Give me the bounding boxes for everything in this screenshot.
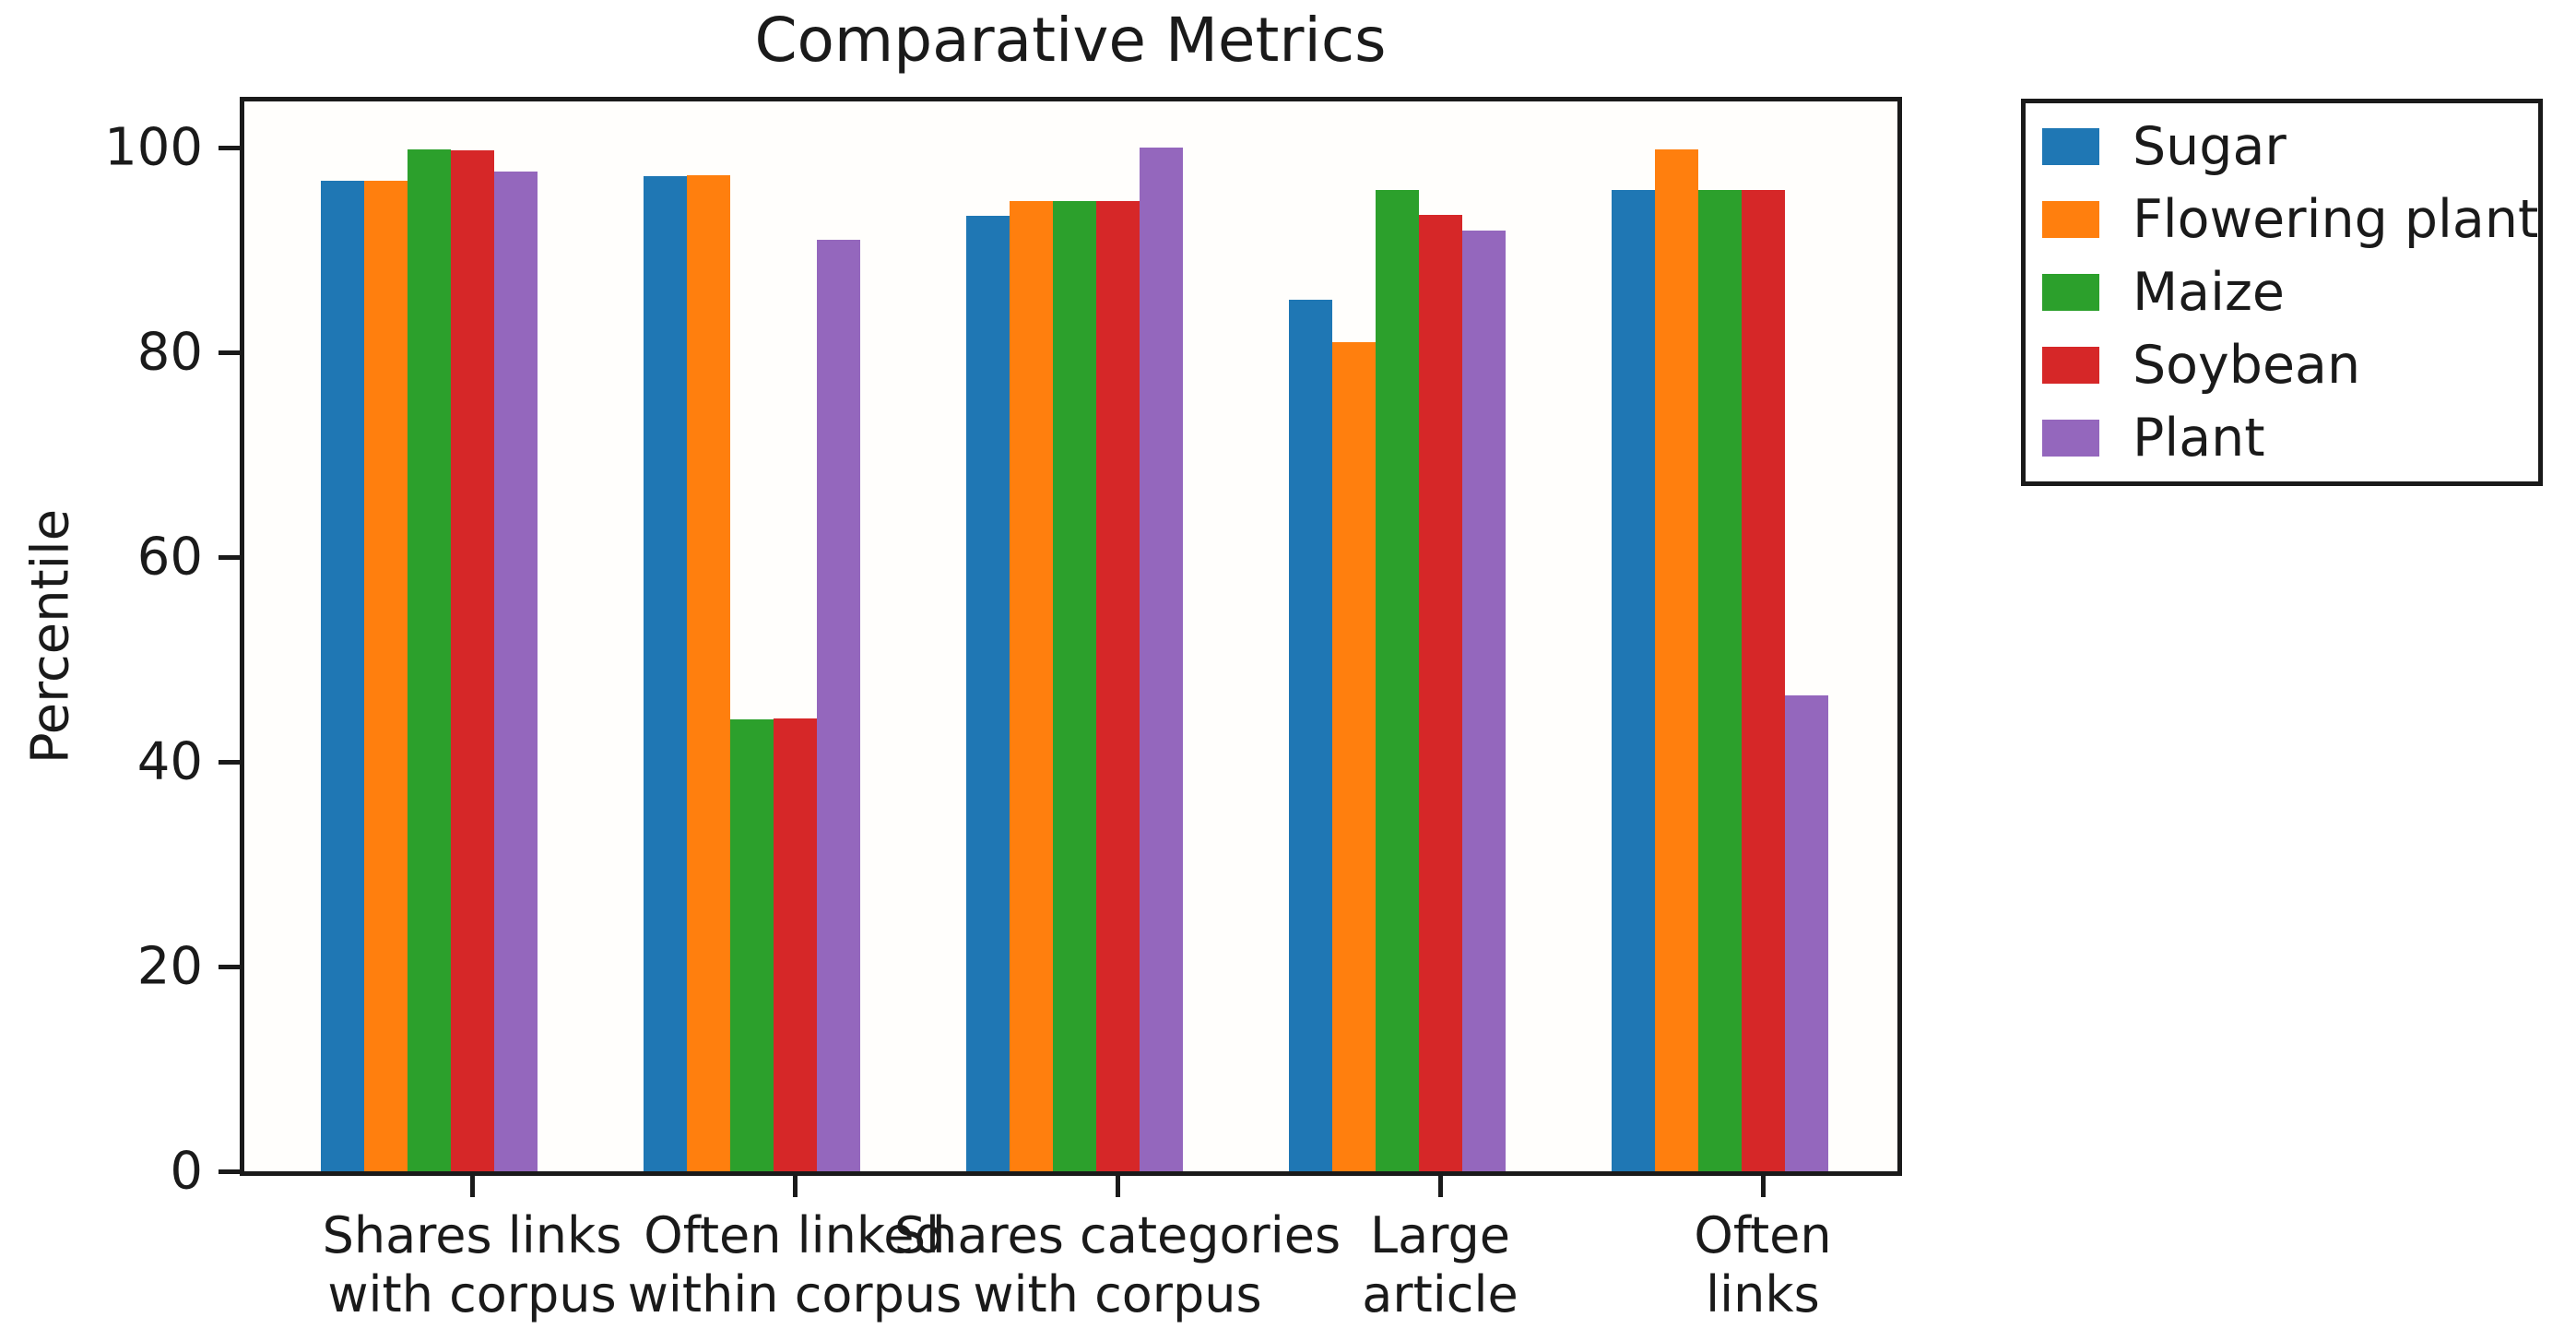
bar-maize: [1052, 201, 1096, 1171]
legend-label: Sugar: [2133, 116, 2286, 178]
legend-item: Maize: [2026, 262, 2538, 323]
y-tick-label: 20: [136, 936, 203, 997]
legend-label: Soybean: [2133, 334, 2361, 396]
bar-soybean: [1741, 190, 1785, 1171]
y-tick-label: 80: [136, 322, 203, 383]
bar-soybean: [1418, 215, 1462, 1171]
chart-title: Comparative Metrics: [754, 5, 1387, 76]
y-tick-mark: [219, 1169, 240, 1174]
y-tick-label: 40: [136, 731, 203, 792]
x-tick-label: Often links to corpus: [1694, 1206, 1832, 1329]
y-tick-mark: [219, 350, 240, 355]
bar-plant: [1139, 148, 1183, 1171]
bar-plant: [1784, 695, 1828, 1171]
bar-maize: [407, 149, 451, 1171]
y-tick-mark: [219, 146, 240, 150]
legend-label: Flowering plant: [2133, 189, 2539, 251]
y-tick-label: 100: [104, 117, 203, 178]
y-axis-label: Percentile: [20, 508, 81, 765]
x-tick-mark: [1761, 1171, 1766, 1197]
x-tick-label: Shares categories with corpus: [893, 1206, 1341, 1323]
legend-label: Plant: [2133, 407, 2265, 469]
x-tick-label: Large article: [1362, 1206, 1518, 1323]
bar-sugar: [965, 216, 1010, 1171]
x-tick-label: Shares links with corpus: [322, 1206, 622, 1323]
y-tick-label: 0: [170, 1141, 203, 1202]
bar-plant: [1461, 231, 1506, 1171]
x-tick-mark: [1116, 1171, 1120, 1197]
bar-soybean: [1095, 201, 1140, 1171]
bar-flowering-plant: [686, 175, 730, 1171]
legend: Sugar Flowering plant Maize Soybean Plant: [2021, 99, 2543, 486]
bar-flowering-plant: [1654, 149, 1698, 1171]
legend-item: Sugar: [2026, 116, 2538, 177]
legend-swatch-sugar: [2042, 128, 2099, 166]
bar-sugar: [1611, 190, 1655, 1171]
legend-label: Maize: [2133, 261, 2285, 323]
legend-swatch-maize: [2042, 273, 2099, 311]
x-tick-label: Often linked within corpus: [627, 1206, 963, 1323]
x-tick-mark: [793, 1171, 798, 1197]
bar-plant: [493, 172, 538, 1171]
legend-swatch-soybean: [2042, 346, 2099, 384]
legend-swatch-plant: [2042, 419, 2099, 457]
legend-item: Soybean: [2026, 335, 2538, 396]
y-tick-mark: [219, 965, 240, 969]
bar-plant: [816, 240, 860, 1171]
legend-item: Flowering plant: [2026, 189, 2538, 250]
bar-maize: [729, 719, 774, 1171]
bar-soybean: [773, 718, 817, 1171]
x-tick-mark: [470, 1171, 475, 1197]
y-tick-mark: [219, 555, 240, 560]
bar-sugar: [643, 176, 687, 1171]
bar-flowering-plant: [1331, 342, 1376, 1171]
bar-sugar: [1288, 300, 1332, 1171]
bar-soybean: [450, 150, 494, 1171]
legend-item: Plant: [2026, 408, 2538, 469]
bar-sugar: [320, 181, 364, 1171]
bar-maize: [1697, 190, 1742, 1171]
y-tick-label: 60: [136, 527, 203, 587]
legend-swatch-flowering-plant: [2042, 201, 2099, 239]
y-tick-mark: [219, 760, 240, 765]
bar-maize: [1375, 190, 1419, 1171]
bar-flowering-plant: [1009, 201, 1053, 1171]
x-tick-mark: [1438, 1171, 1443, 1197]
bar-flowering-plant: [363, 181, 408, 1171]
plot-area: 0 20 40 60 80 100 Shares links with corpus Ofte…: [104, 97, 1902, 1329]
